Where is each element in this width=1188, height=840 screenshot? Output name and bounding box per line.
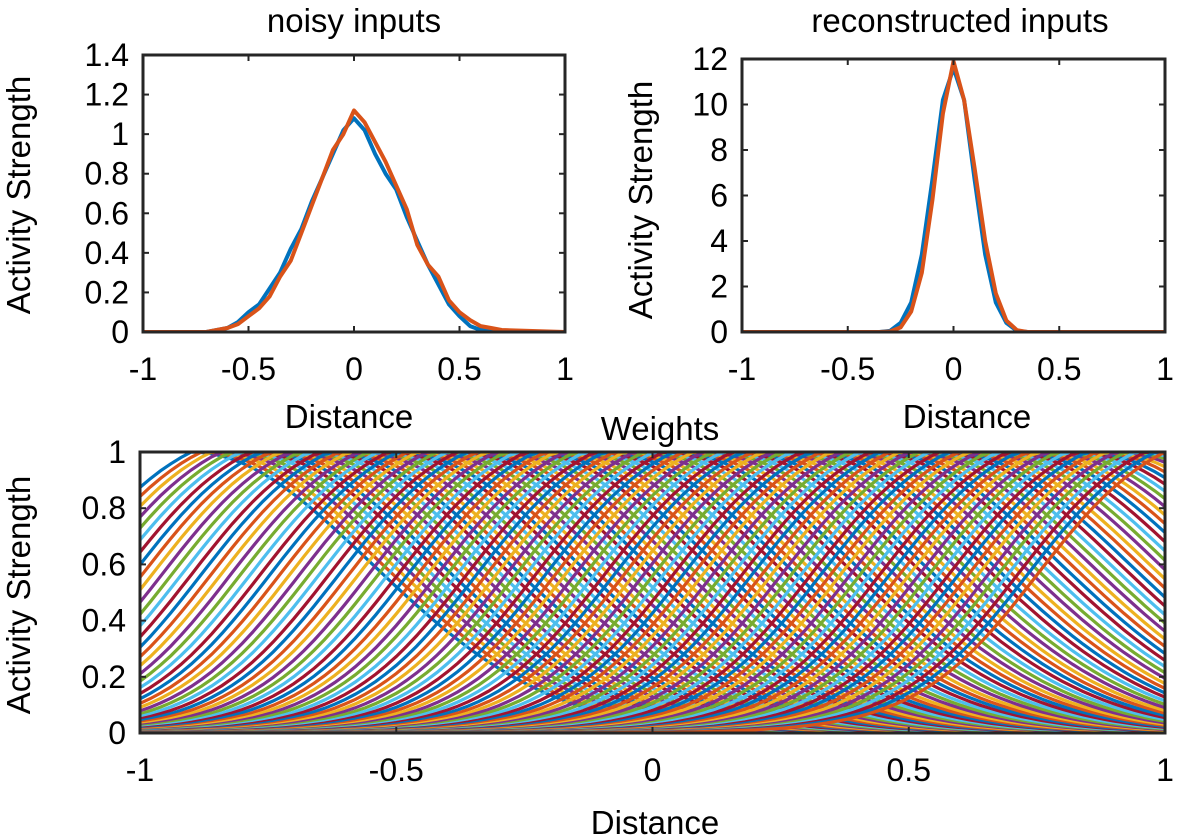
chart-noisy-inputs: noisy inputs -1 -0.5 0 0.5 100.20.40.60.811.… [0, 2, 574, 435]
y-axis-label: Activity Strength [622, 81, 659, 319]
series-line-1 [143, 116, 565, 332]
series-line-2 [143, 108, 565, 332]
x-tick-label: 0.5 [437, 351, 481, 387]
x-axis-label: Distance [591, 804, 719, 840]
weight-curve-37 [140, 452, 1165, 733]
y-axis-label: Activity Strength [0, 76, 37, 314]
series-line-1 [742, 66, 1165, 332]
y-tick-label: 0.8 [85, 156, 129, 192]
y-tick-label: 10 [692, 87, 728, 123]
x-tick-label: -1 [129, 351, 157, 387]
y-tick-label: 0.2 [82, 659, 126, 695]
x-tick-label: -0.5 [221, 351, 276, 387]
y-tick-label: 0.6 [82, 546, 126, 582]
x-axis-label: Distance [903, 398, 1031, 435]
x-tick-label: 1 [556, 351, 574, 387]
y-tick-label: 0.4 [85, 235, 129, 271]
y-tick-label: 6 [710, 178, 728, 214]
x-tick-label: 0.5 [1037, 351, 1081, 387]
y-tick-label: 4 [710, 223, 728, 259]
chart-title: reconstructed inputs [811, 2, 1108, 39]
chart-weights: Weights -1 -0.5 0 0.5 1 0 0.2 0.4 0.6 0.8 1 Distan… [0, 410, 1174, 840]
chart-title: Weights [601, 410, 720, 447]
y-tick-label: 0.4 [82, 603, 126, 639]
axes-box [141, 53, 567, 334]
y-tick-label: 0.6 [85, 195, 129, 231]
chart-title: noisy inputs [267, 2, 441, 39]
x-tick-label: 0.5 [887, 752, 931, 788]
y-tick-label: 0.2 [85, 274, 129, 310]
y-tick-label: 1.2 [85, 77, 129, 113]
y-tick-label: 0 [108, 715, 126, 751]
chart-reconstructed-inputs: reconstructed inputs -1 -0.5 0 0.5 102468101… [622, 2, 1174, 435]
x-tick-label: 0 [945, 351, 963, 387]
x-tick-label: 0 [644, 752, 662, 788]
x-tick-label: -0.5 [820, 351, 875, 387]
y-tick-label: 0 [710, 314, 728, 350]
y-axis-label: Activity Strength [0, 476, 37, 714]
x-tick-label: -1 [728, 351, 756, 387]
x-tick-label: 0 [345, 351, 363, 387]
y-tick-label: 12 [692, 41, 728, 77]
y-tick-label: 2 [710, 269, 728, 305]
y-tick-label: 1 [108, 434, 126, 470]
x-axis-label: Distance [285, 398, 413, 435]
x-tick-label: -1 [126, 752, 154, 788]
y-tick-label: 0.8 [82, 490, 126, 526]
axes-box [740, 57, 1167, 334]
y-tick-label: 0 [111, 314, 129, 350]
x-tick-label: 1 [1156, 351, 1174, 387]
weight-curve-38 [140, 452, 1165, 733]
weight-curve-43 [140, 452, 1165, 733]
x-tick-label: -0.5 [369, 752, 424, 788]
weight-curve-39 [140, 452, 1165, 733]
y-tick-label: 8 [710, 132, 728, 168]
y-tick-label: 1 [111, 116, 129, 152]
x-tick-label: 1 [1156, 752, 1174, 788]
weight-curve-42 [140, 452, 1165, 733]
y-tick-label: 1.4 [85, 37, 129, 73]
series-line-2 [742, 59, 1165, 332]
